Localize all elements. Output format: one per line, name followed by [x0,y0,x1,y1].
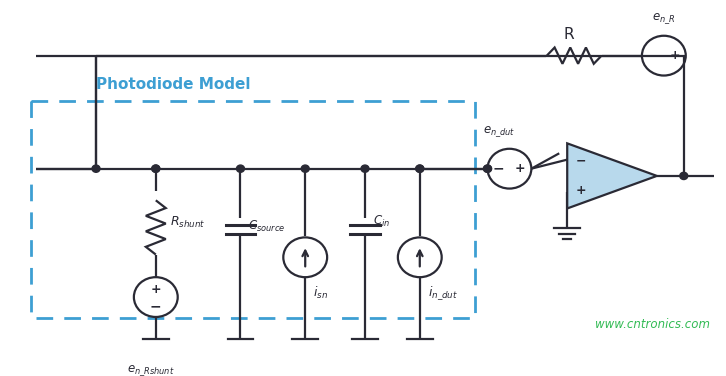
Text: −: − [493,162,505,176]
Text: $e_{n\_dut}$: $e_{n\_dut}$ [484,124,515,139]
Circle shape [680,172,688,179]
Circle shape [416,165,424,172]
Circle shape [92,165,100,172]
Text: −: − [576,155,587,168]
Circle shape [237,165,245,172]
Text: $e_{n\_Rshunt}$: $e_{n\_Rshunt}$ [127,363,175,376]
Text: $e_{n\_R}$: $e_{n\_R}$ [652,11,676,26]
Text: www.cntronics.com: www.cntronics.com [595,317,710,331]
Circle shape [152,165,160,172]
Text: −: − [647,49,658,63]
Circle shape [301,165,309,172]
Text: $R_{shunt}$: $R_{shunt}$ [170,215,205,230]
Text: +: + [576,184,587,197]
Circle shape [484,165,492,172]
Text: −: − [150,299,162,313]
Text: Photodiode Model: Photodiode Model [96,77,250,92]
Text: +: + [150,283,161,296]
Circle shape [484,165,492,172]
Text: $C_{source}$: $C_{source}$ [248,218,286,233]
Text: +: + [669,49,680,62]
Text: $i_{sn}$: $i_{sn}$ [313,284,328,300]
Polygon shape [567,143,657,208]
Text: $i_{n\_dut}$: $i_{n\_dut}$ [428,284,458,302]
Text: $C_{in}$: $C_{in}$ [373,214,390,229]
Circle shape [152,165,160,172]
Circle shape [416,165,424,172]
Circle shape [361,165,369,172]
Text: R: R [564,27,574,42]
Text: +: + [515,162,526,175]
